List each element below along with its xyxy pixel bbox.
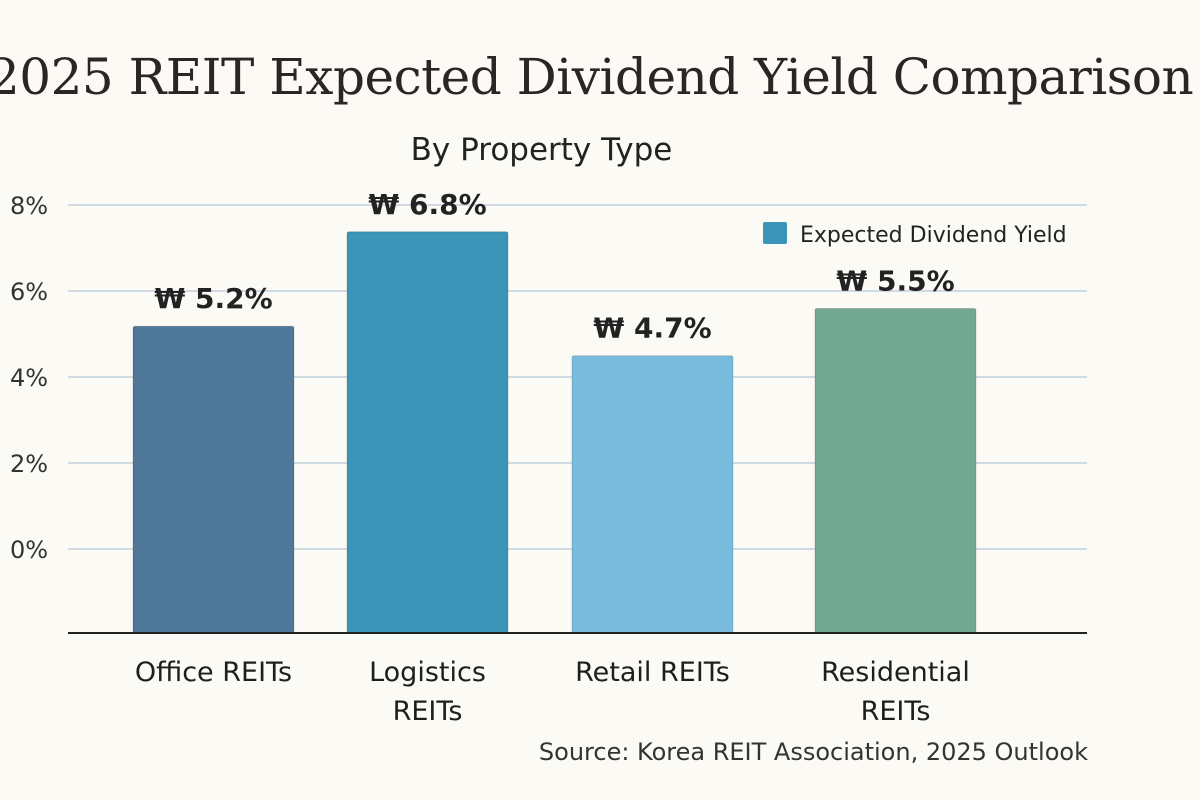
x-category-label-line: Office REITs [135,657,292,688]
source-note: Source: Korea REIT Association, 2025 Out… [538,738,1088,766]
x-axis-labels: Office REITs Logistics REITs Retail REITs Re… [135,657,970,727]
chart-title: 2025 REIT Expected Dividend Yield Compar… [0,48,1194,106]
y-tick-label: 6% [10,278,48,306]
bar-logistics-reits [346,231,509,634]
legend-swatch [763,222,787,244]
x-category-label-line: Logistics [369,657,486,688]
x-category-label: Logistics REITs [369,657,486,727]
y-axis-ticks: 8% 6% 4% 2% 0% [10,192,48,564]
x-category-label-line: Residential [821,657,970,688]
y-tick-label: 8% [10,192,48,220]
y-tick-label: 0% [10,536,48,564]
value-label: ₩ 5.5% [836,265,954,298]
value-label: ₩ 6.8% [368,188,486,221]
legend: Expected Dividend Yield [763,222,1067,248]
x-category-label-line: REITs [861,696,931,727]
chart-subtitle: By Property Type [410,132,673,168]
legend-label: Expected Dividend Yield [800,223,1067,248]
bar-office-reits [132,325,295,634]
value-labels: ₩ 5.2% ₩ 6.8% ₩ 4.7% ₩ 5.5% [154,188,954,345]
x-category-label: Office REITs [135,657,292,688]
y-tick-label: 2% [10,450,48,478]
x-category-label: Retail REITs [575,657,730,688]
x-category-label-line: REITs [393,696,463,727]
value-label: ₩ 5.2% [154,282,272,315]
x-category-label: Residential REITs [821,657,970,727]
value-label: ₩ 4.7% [593,312,711,345]
bar-retail-reits [571,355,734,634]
x-category-label-line: Retail REITs [575,657,730,688]
y-tick-label: 4% [10,364,48,392]
bar-residential-reits [814,308,977,634]
